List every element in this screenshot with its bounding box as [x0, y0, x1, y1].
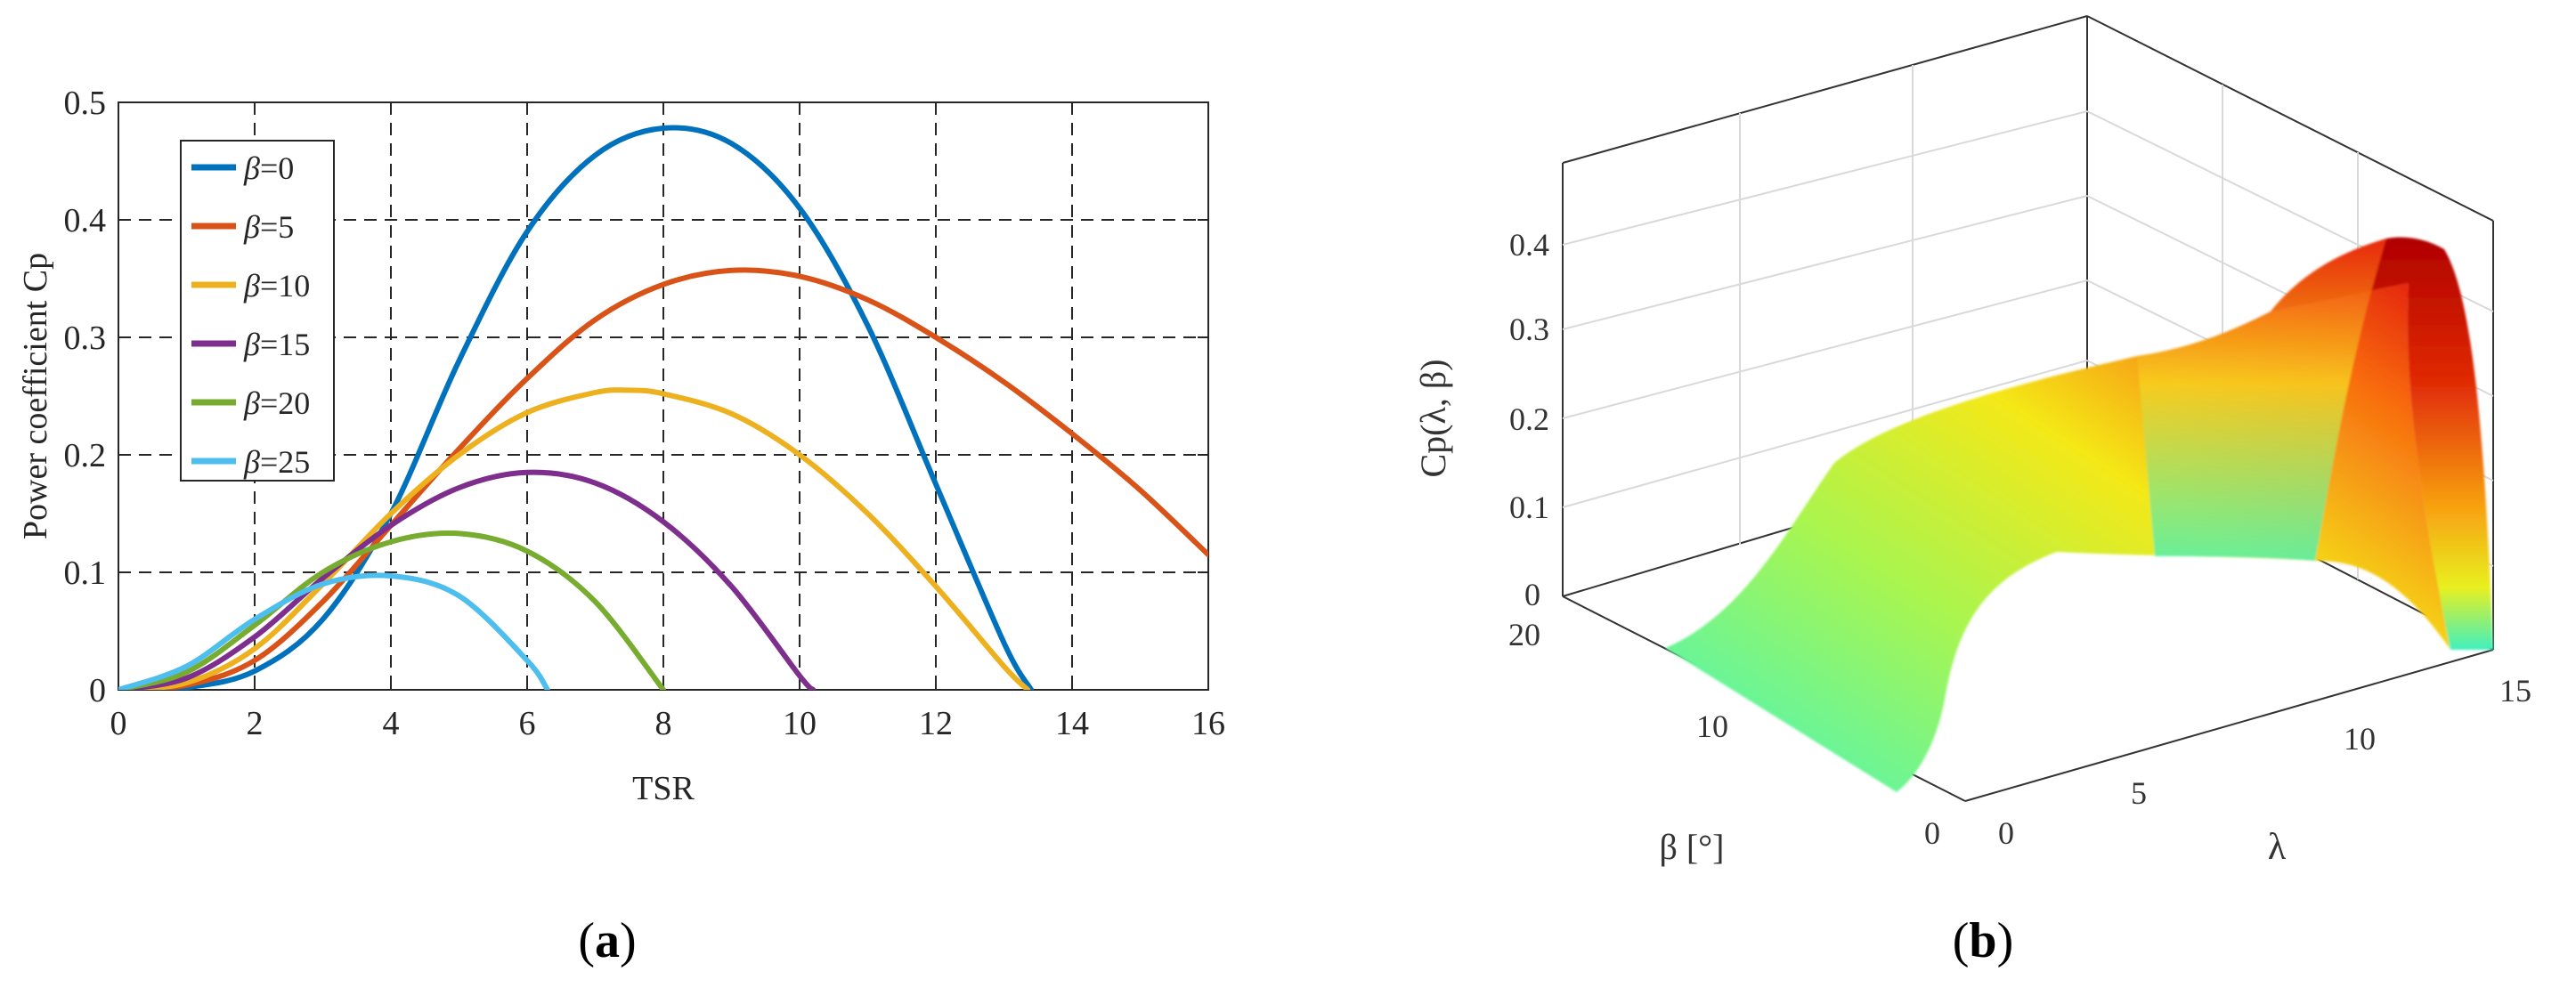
x-tick-label: 14 — [1055, 705, 1089, 742]
series-line-beta-3 — [118, 469, 817, 690]
legend-value: =20 — [260, 385, 310, 421]
series-line-beta-1 — [118, 267, 1208, 690]
legend-entry-label: β=25 — [243, 444, 310, 480]
y-tick-label: 0.3 — [64, 320, 107, 357]
legend-value: =15 — [260, 327, 310, 362]
y-tick-label: 0.4 — [64, 202, 107, 239]
x-tick-label: 15 — [2499, 673, 2531, 709]
x-tick-labels-b: 0 5 10 15 — [1998, 673, 2531, 851]
series-line-beta-0 — [118, 125, 1035, 690]
caption-b-close: ) — [1997, 913, 2014, 968]
caption-a: (a) — [578, 913, 636, 968]
legend-symbol: β — [243, 268, 260, 304]
z-tick-label: 0.1 — [1509, 490, 1549, 525]
x-tick-label: 5 — [2131, 775, 2147, 811]
legend-symbol: β — [243, 444, 260, 480]
x-tick-label: 10 — [2344, 721, 2376, 757]
z-tick-label: 0 — [1524, 577, 1540, 612]
x-tick-label: 0 — [1998, 815, 2014, 851]
caption-a-letter: a — [595, 913, 620, 968]
legend-symbol: β — [243, 385, 260, 421]
surface-ridge-b — [2271, 237, 2493, 650]
legend-value: =0 — [260, 150, 294, 186]
series-line-beta-2 — [118, 387, 1031, 690]
x-tick-label: 12 — [919, 705, 953, 742]
y-axis-label-a: Power coefficient Cp — [17, 253, 54, 539]
x-tick-label: 8 — [655, 705, 672, 742]
z-tick-labels-b: 0 0.1 0.2 0.3 0.4 — [1509, 227, 1549, 612]
y-tick-label: 0.2 — [64, 437, 107, 474]
y-tick-label: 0.1 — [64, 555, 107, 592]
legend-symbol: β — [243, 150, 260, 186]
legend-box-a — [180, 140, 335, 482]
caption-b-letter: b — [1969, 913, 1996, 968]
x-tick-label: 16 — [1191, 705, 1225, 742]
x-tick-labels-a: 0 2 4 6 8 10 12 14 16 — [110, 705, 1226, 742]
caption-a-close: ) — [620, 913, 637, 968]
y-tick-label: 20 — [1508, 617, 1540, 652]
surface-shading-b — [2137, 239, 2386, 561]
series-lines-a — [118, 125, 1208, 690]
z-tick-label: 0.4 — [1509, 227, 1549, 263]
y-axis-label-b: β [°] — [1660, 827, 1725, 867]
chart-a-line-plot: 0 2 4 6 8 10 12 14 16 0 0.1 0.2 0.3 0.4 0.5 TSR Power… — [17, 85, 1225, 968]
x-tick-label: 0 — [110, 705, 127, 742]
legend-entry-label: β=0 — [243, 150, 294, 186]
legend-symbol: β — [243, 209, 260, 245]
caption-b: (b) — [1953, 913, 2013, 968]
series-line-beta-4 — [118, 530, 666, 690]
x-tick-label: 10 — [783, 705, 817, 742]
legend-entry-label: β=10 — [243, 268, 310, 304]
caption-a-open: ( — [578, 913, 595, 968]
y-tick-label: 10 — [1696, 709, 1728, 744]
legend-a: β=0β=5β=10β=15β=20β=25 — [180, 140, 335, 482]
z-tick-label: 0.2 — [1509, 401, 1549, 437]
x-tick-label: 4 — [383, 705, 400, 742]
x-tick-label: 2 — [247, 705, 264, 742]
legend-entry-label: β=5 — [243, 209, 294, 245]
legend-entry-label: β=15 — [243, 327, 310, 362]
x-axis-label-b: λ — [2268, 827, 2287, 868]
legend-symbol: β — [243, 327, 260, 362]
legend-value: =5 — [260, 209, 294, 245]
chart-b-surface-plot: 0 0.1 0.2 0.3 0.4 0 10 20 0 5 10 15 Cp(λ… — [1413, 15, 2531, 968]
y-tick-labels-b: 0 10 20 — [1508, 617, 1940, 851]
z-tick-label: 0.3 — [1509, 312, 1549, 347]
y-tick-label: 0.5 — [64, 85, 107, 122]
x-tick-label: 6 — [519, 705, 536, 742]
series-line-beta-5 — [118, 572, 550, 690]
legend-value: =10 — [260, 268, 310, 304]
caption-b-open: ( — [1953, 913, 1970, 968]
y-tick-label: 0 — [1924, 815, 1940, 851]
y-tick-labels-a: 0 0.1 0.2 0.3 0.4 0.5 — [64, 85, 107, 709]
surface-b — [1665, 237, 2493, 792]
x-axis-label-a: TSR — [632, 770, 695, 807]
z-axis-label-b: Cp(λ, β) — [1413, 359, 1453, 477]
legend-value: =25 — [260, 444, 310, 480]
legend-entry-label: β=20 — [243, 385, 310, 421]
y-tick-label: 0 — [89, 672, 106, 709]
